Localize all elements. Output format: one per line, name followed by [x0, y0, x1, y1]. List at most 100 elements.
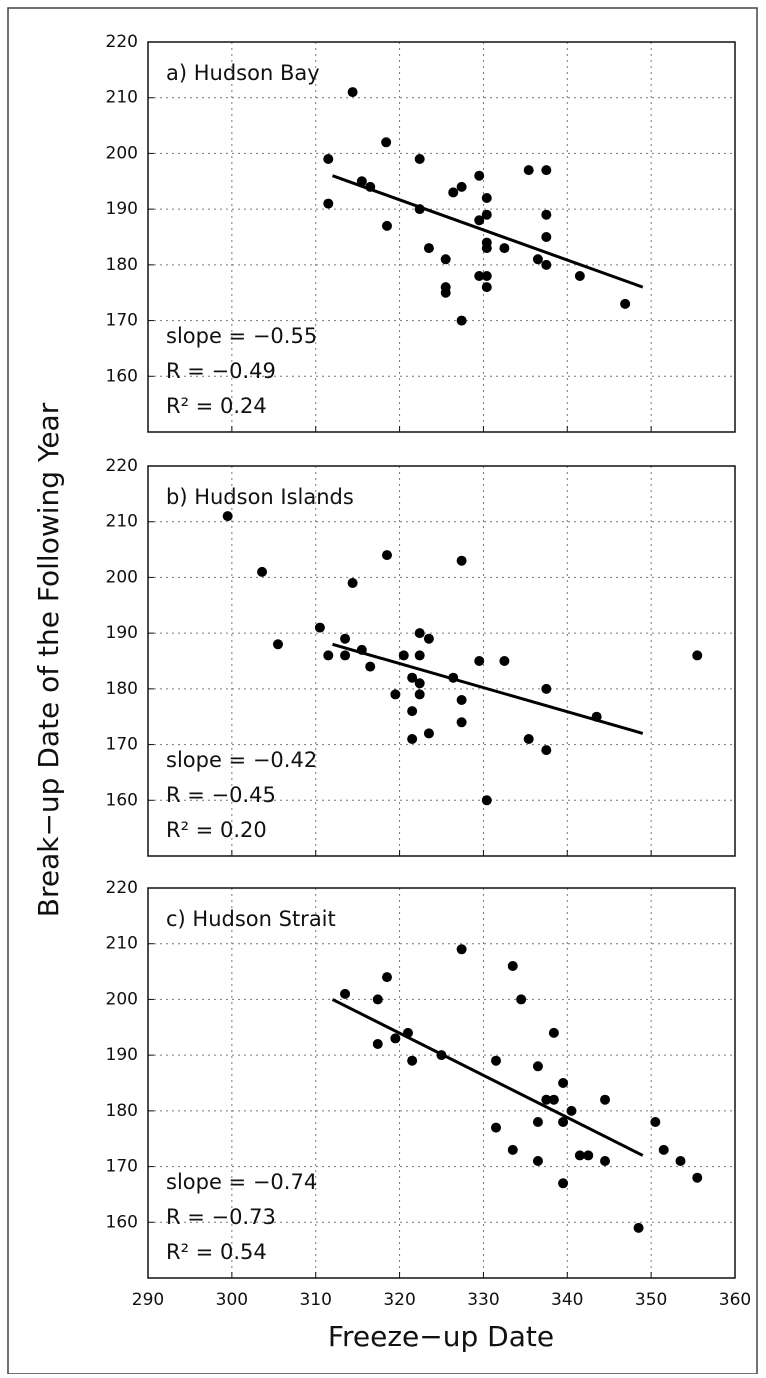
point: [365, 661, 376, 672]
point: [481, 243, 492, 254]
point: [456, 717, 467, 728]
fit-line: [332, 642, 644, 735]
point: [423, 728, 434, 739]
point: [532, 1061, 543, 1072]
x-tick-label: 340: [551, 1290, 583, 1310]
point: [347, 87, 358, 98]
point: [423, 243, 434, 254]
point: [407, 1055, 418, 1066]
y-tick-label: 220: [106, 456, 138, 476]
plot-area: [148, 888, 735, 1278]
point: [456, 695, 467, 705]
point: [323, 198, 334, 209]
point: [456, 555, 467, 566]
point: [692, 650, 703, 661]
point: [523, 165, 534, 176]
point: [633, 1222, 644, 1233]
point: [658, 1144, 669, 1155]
plot-border: [147, 887, 736, 1279]
point: [257, 566, 268, 577]
y-tick-label: 170: [106, 311, 138, 331]
point: [541, 745, 552, 756]
y-tick-label: 210: [106, 512, 138, 532]
annotation: R² = 0.20: [166, 818, 267, 842]
point: [620, 298, 631, 309]
x-tick-label: 310: [299, 1290, 331, 1310]
point: [340, 633, 351, 644]
point: [600, 1156, 611, 1166]
y-tick-label: 220: [106, 878, 138, 898]
point: [566, 1105, 577, 1116]
point: [491, 1122, 502, 1133]
point: [414, 154, 425, 164]
point: [523, 734, 534, 744]
point: [414, 650, 425, 661]
plot-border: [147, 465, 736, 857]
point: [574, 271, 585, 281]
x-tick-label: 290: [132, 1290, 164, 1310]
point: [340, 650, 351, 661]
point: [448, 187, 459, 198]
point: [407, 734, 418, 744]
point: [574, 1150, 585, 1161]
x-axis-label: Freeze−up Date: [328, 1320, 554, 1353]
point: [414, 689, 425, 700]
point: [440, 287, 451, 298]
y-tick-label: 200: [106, 989, 138, 1009]
y-tick-label: 170: [106, 1157, 138, 1177]
point: [381, 972, 392, 983]
point: [692, 1172, 703, 1183]
point: [541, 209, 552, 220]
point: [407, 672, 418, 683]
point: [481, 271, 492, 281]
point: [541, 165, 552, 176]
y-axis-label: Break−up Date of the Following Year: [32, 402, 65, 917]
annotation: R = −0.49: [166, 359, 276, 383]
annotation: R = −0.45: [166, 783, 276, 807]
point: [372, 1039, 383, 1049]
point: [474, 271, 485, 281]
point: [675, 1156, 686, 1166]
point: [558, 1178, 569, 1189]
y-tick-label: 200: [106, 143, 138, 163]
point: [456, 315, 467, 326]
point: [381, 137, 392, 148]
x-tick-label: 320: [383, 1290, 415, 1310]
y-tick-label: 160: [106, 790, 138, 810]
plot-area: [148, 466, 735, 856]
point: [414, 678, 425, 689]
point: [474, 656, 485, 666]
annotation: slope = −0.42: [166, 748, 317, 772]
panel-title: a) Hudson Bay: [166, 61, 320, 85]
point: [650, 1117, 661, 1127]
y-tick-label: 170: [106, 735, 138, 755]
point: [558, 1078, 569, 1088]
x-tick-label: 350: [635, 1290, 667, 1310]
y-tick-label: 190: [106, 623, 138, 643]
point: [558, 1117, 569, 1127]
x-tick-label: 360: [719, 1290, 751, 1310]
annotation: R² = 0.54: [166, 1240, 267, 1264]
point: [532, 1117, 543, 1127]
point: [481, 282, 492, 293]
point: [532, 1156, 543, 1166]
point: [340, 988, 351, 999]
point: [507, 961, 518, 971]
point: [541, 1094, 552, 1105]
point: [398, 650, 409, 661]
point: [548, 1094, 559, 1105]
point: [532, 254, 543, 265]
point: [456, 181, 467, 192]
y-tick-label: 210: [106, 88, 138, 108]
point: [499, 656, 510, 666]
plot-area: [148, 42, 735, 432]
y-tick-label: 160: [106, 1212, 138, 1232]
x-tick-label: 330: [467, 1290, 499, 1310]
point: [481, 193, 492, 203]
point: [381, 550, 392, 561]
point: [423, 633, 434, 644]
point: [541, 232, 552, 242]
point: [499, 243, 510, 254]
